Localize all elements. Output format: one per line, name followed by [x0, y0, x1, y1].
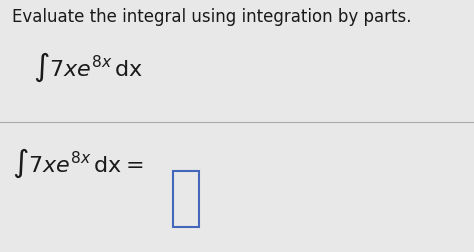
Text: $\int 7xe^{8x}\,\mathrm{dx}=$: $\int 7xe^{8x}\,\mathrm{dx}=$ — [12, 146, 144, 179]
Text: $\int 7xe^{8x}\,\mathrm{dx}$: $\int 7xe^{8x}\,\mathrm{dx}$ — [33, 50, 144, 84]
FancyBboxPatch shape — [173, 171, 199, 227]
Text: Evaluate the integral using integration by parts.: Evaluate the integral using integration … — [12, 8, 411, 25]
